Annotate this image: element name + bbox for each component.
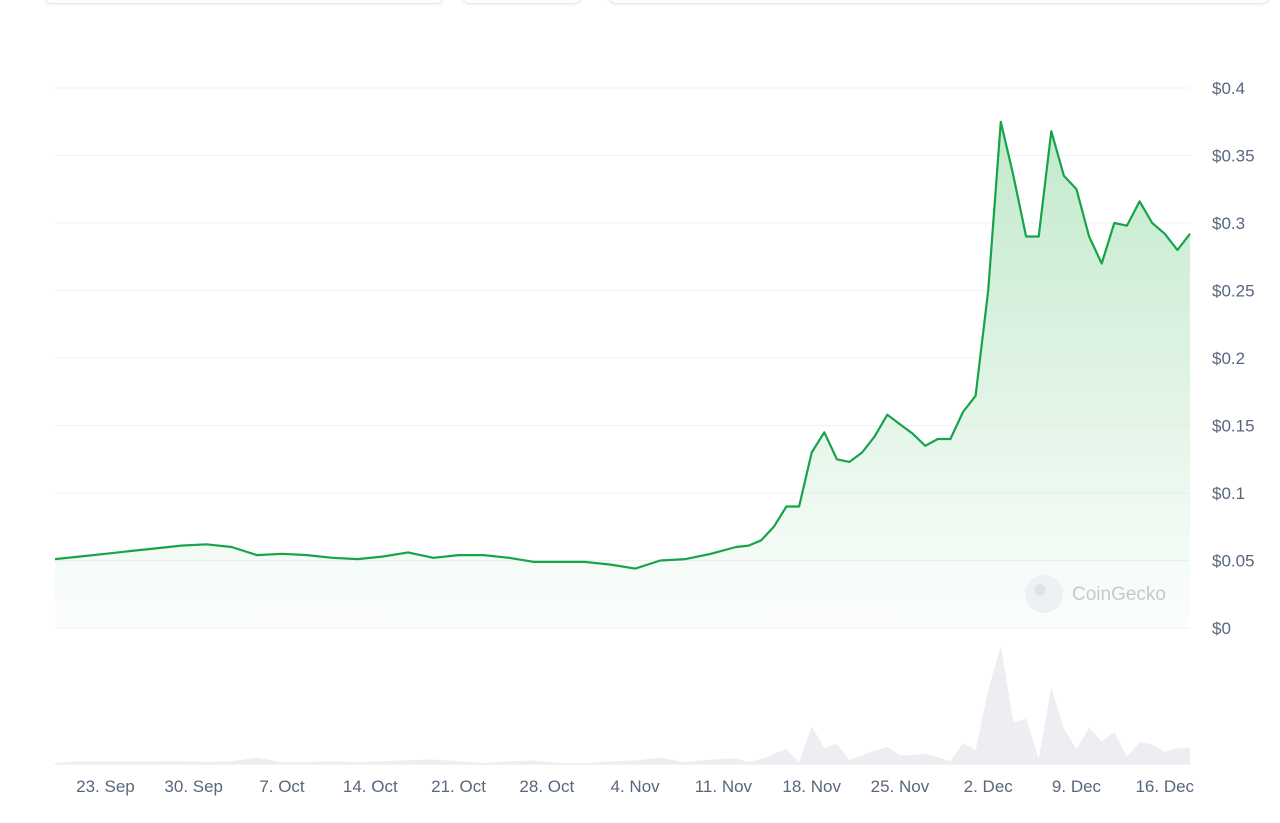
x-axis-ticks: 23. Sep 30. Sep 7. Oct 14. Oct 21. Oct 28. Oc… [76, 777, 1194, 796]
x-tick-label: 2. Dec [964, 777, 1014, 796]
coingecko-watermark: CoinGecko [1025, 575, 1166, 613]
watermark-text: CoinGecko [1072, 584, 1166, 605]
x-tick-label: 23. Sep [76, 777, 135, 796]
price-line [54, 120, 1191, 570]
x-tick-label: 25. Nov [871, 777, 930, 796]
y-tick-label: $0.25 [1212, 282, 1255, 301]
y-tick-label: $0 [1212, 619, 1231, 638]
y-axis-ticks: $0 $0.05 $0.1 $0.15 $0.2 $0.25 $0.3 $0.35 $0.4 [1212, 79, 1255, 638]
y-tick-label: $0.2 [1212, 349, 1245, 368]
x-tick-label: 28. Oct [519, 777, 574, 796]
x-tick-label: 18. Nov [782, 777, 841, 796]
x-tick-label: 14. Oct [343, 777, 398, 796]
x-tick-label: 4. Nov [611, 777, 661, 796]
volume-area [55, 646, 1190, 764]
x-tick-label: 16. Dec [1135, 777, 1194, 796]
y-tick-label: $0.35 [1212, 147, 1255, 166]
y-tick-label: $0.3 [1212, 214, 1245, 233]
y-tick-label: $0.1 [1212, 484, 1245, 503]
x-tick-label: 21. Oct [431, 777, 486, 796]
x-tick-label: 7. Oct [259, 777, 305, 796]
y-tick-label: $0.4 [1212, 79, 1245, 98]
y-tick-label: $0.15 [1212, 417, 1255, 436]
price-area [55, 121, 1190, 629]
y-tick-label: $0.05 [1212, 552, 1255, 571]
x-tick-label: 30. Sep [164, 777, 223, 796]
x-tick-label: 11. Nov [695, 777, 753, 796]
x-tick-label: 9. Dec [1052, 777, 1102, 796]
volume-bars [55, 646, 1190, 764]
